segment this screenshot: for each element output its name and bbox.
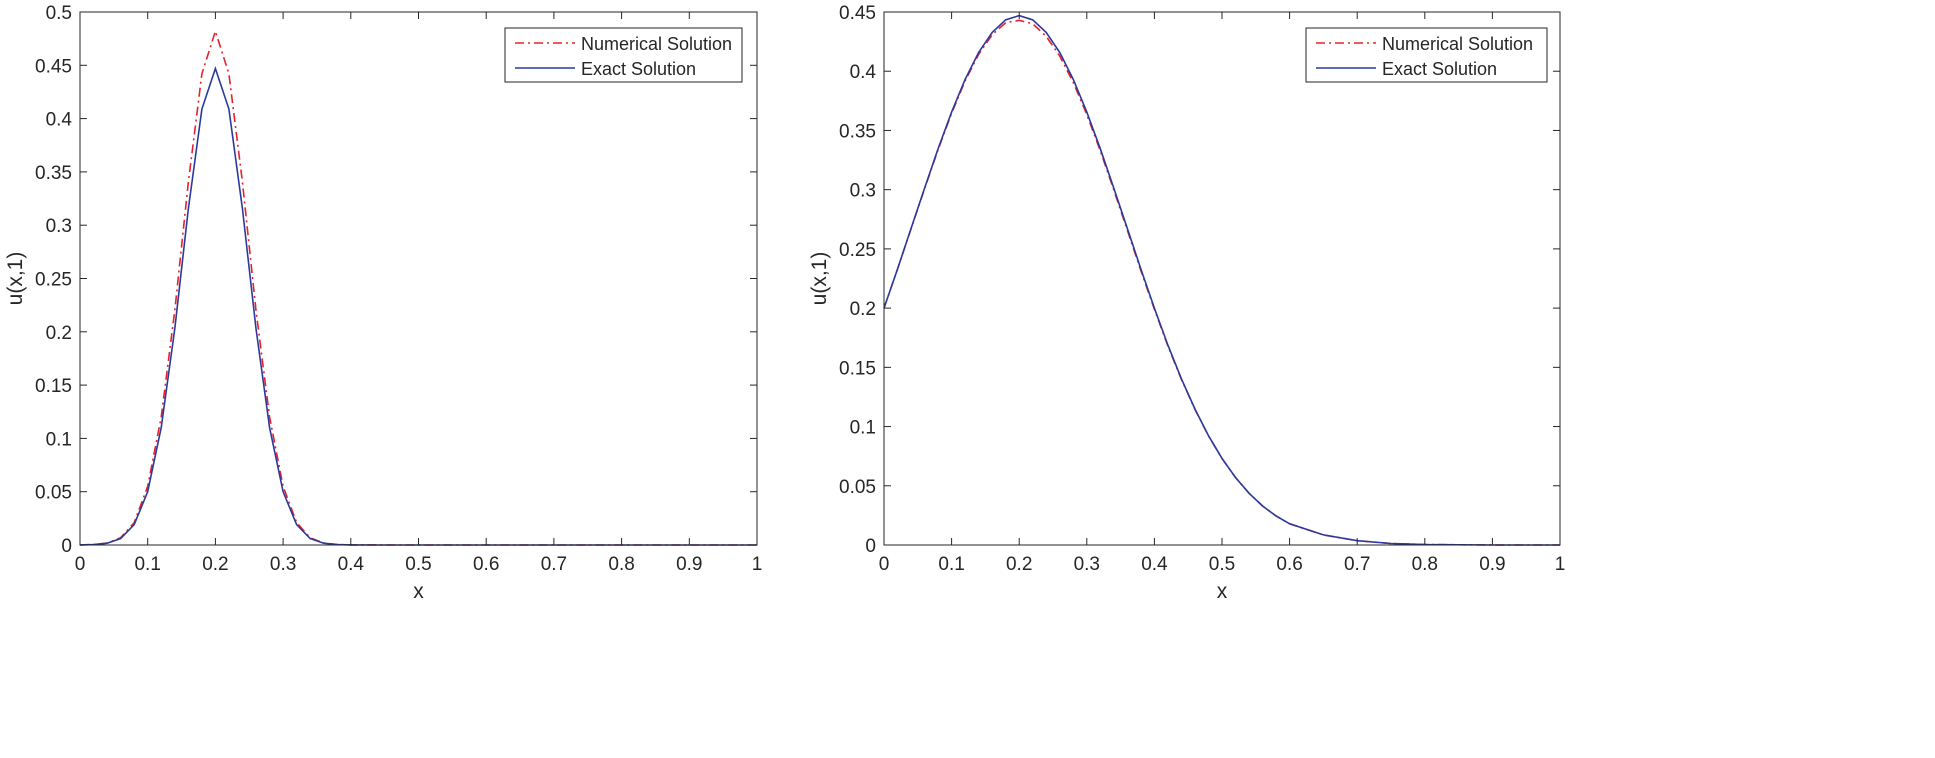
axes-box	[79, 11, 758, 546]
x-axis-label: x	[413, 580, 424, 603]
x-tick-label: 0.9	[676, 554, 702, 575]
x-tick-label: 1	[1555, 554, 1566, 575]
y-tick-label: 0.1	[850, 418, 876, 439]
legend-box	[1305, 27, 1548, 83]
y-tick-label: 0.25	[35, 270, 72, 291]
x-tick-label: 1	[752, 554, 763, 575]
x-tick-label: 0.4	[338, 554, 365, 575]
legend-entry: Exact Solution	[581, 59, 696, 79]
y-tick-label: 0.4	[850, 62, 877, 83]
y-tick-label: 0.45	[35, 56, 72, 77]
legend: Numerical Solution Exact Solution	[504, 27, 743, 83]
y-tick-label: 0.3	[850, 181, 876, 202]
x-tick-label: 0	[879, 554, 890, 575]
x-tick-label: 0.9	[1479, 554, 1505, 575]
series-line-exact-solution	[79, 65, 757, 546]
x-tick-label: 0.7	[1344, 554, 1370, 575]
y-tick-label: 0.3	[46, 216, 72, 237]
legend-entry: Exact Solution	[1382, 59, 1497, 79]
series-line-numerical-solution	[79, 28, 757, 546]
x-tick-label: 0.7	[541, 554, 567, 575]
y-tick-label: 0.1	[46, 429, 72, 450]
y-tick-label: 0.05	[839, 477, 876, 498]
x-tick-label: 0.8	[1412, 554, 1438, 575]
y-tick-label: 0.2	[850, 299, 876, 320]
y-tick-label: 0.5	[46, 3, 72, 24]
y-tick-label: 0.15	[35, 376, 72, 397]
x-tick-label: 0.1	[134, 554, 160, 575]
y-tick-label: 0.4	[46, 110, 73, 131]
y-tick-label: 0.35	[839, 121, 876, 142]
legend: Numerical Solution Exact Solution	[1305, 27, 1548, 83]
x-tick-label: 0	[75, 554, 86, 575]
x-tick-label: 0.6	[1276, 554, 1302, 575]
x-axis-label: x	[1217, 580, 1228, 603]
x-tick-label: 0.3	[1074, 554, 1100, 575]
y-axis-label: u(x,1)	[808, 252, 831, 306]
y-tick-label: 0	[865, 536, 876, 557]
x-tick-label: 0.1	[938, 554, 964, 575]
x-tick-label: 0.8	[608, 554, 634, 575]
chart-1: 0 0.1 0.2 0.3 0.4 0.5 0.6 0.7 0.8 0.9 1 0 0.05 0.1 0.1…	[4, 3, 762, 603]
series-line-exact-solution	[883, 14, 1560, 546]
y-tick-label: 0.25	[839, 240, 876, 261]
series-line-numerical-solution	[883, 19, 1560, 546]
legend-box	[504, 27, 743, 83]
x-tick-label: 0.2	[1006, 554, 1032, 575]
y-tick-label: 0.05	[35, 483, 72, 504]
y-tick-label: 0	[61, 536, 72, 557]
x-tick-label: 0.4	[1141, 554, 1168, 575]
y-tick-label: 0.2	[46, 323, 72, 344]
x-tick-label: 0.3	[270, 554, 296, 575]
y-axis-label: u(x,1)	[4, 252, 27, 306]
axes-box	[883, 11, 1561, 546]
y-tick-label: 0.15	[839, 358, 876, 379]
legend-entry: Numerical Solution	[1382, 34, 1533, 54]
chart-2: 0 0.1 0.2 0.3 0.4 0.5 0.6 0.7 0.8 0.9 1 0 0.05 0.1 0.1…	[808, 3, 1565, 603]
x-tick-label: 0.2	[202, 554, 228, 575]
x-tick-label: 0.5	[405, 554, 431, 575]
x-tick-label: 0.5	[1209, 554, 1235, 575]
legend-entry: Numerical Solution	[581, 34, 732, 54]
y-tick-label: 0.45	[839, 3, 876, 24]
y-tick-label: 0.35	[35, 163, 72, 184]
x-tick-label: 0.6	[473, 554, 499, 575]
